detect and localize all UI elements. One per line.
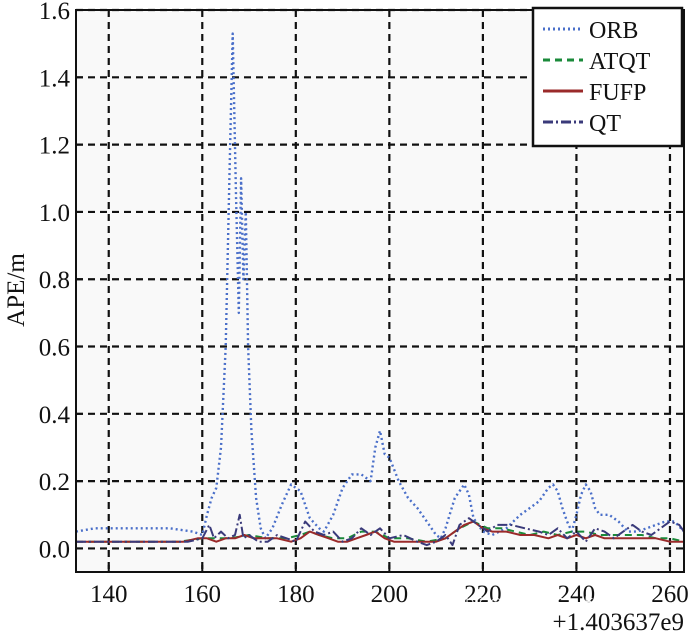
- x-tick-label: 160: [184, 581, 222, 608]
- y-tick-label: 0.2: [39, 469, 70, 496]
- y-tick-label: 1.6: [39, 0, 70, 25]
- plot-frame: [75, 9, 685, 573]
- y-axis-ticks: 0.0 0.2 0.4 0.6 0.8 1.0 1.2 1.4 1.6: [39, 0, 83, 563]
- series-lines: [75, 32, 685, 547]
- x-tick-label: 140: [90, 581, 128, 608]
- x-tick-label: 180: [277, 581, 315, 608]
- legend-label-qt: QT: [589, 111, 621, 137]
- legend: ORB ATQT FUFP QT: [531, 6, 684, 148]
- watermark: 知乎 @一点人工一点智能: [454, 595, 624, 613]
- y-tick-label: 0.0: [39, 536, 70, 563]
- legend-label-atqt: ATQT: [589, 49, 651, 75]
- x-tick-label: 220: [464, 581, 502, 608]
- y-tick-label: 1.0: [39, 200, 70, 227]
- y-tick-label: 1.2: [39, 133, 70, 160]
- legend-label-fufp: FUFP: [589, 80, 646, 106]
- series-line-orb: [75, 32, 685, 540]
- x-tick-label: 200: [371, 581, 409, 608]
- y-tick-label: 0.8: [39, 267, 70, 294]
- y-tick-label: 0.4: [39, 402, 71, 429]
- x-axis-offset-label: +1.403637e9: [553, 609, 684, 632]
- x-tick-label: 240: [558, 581, 596, 608]
- series-line-qt: [76, 513, 685, 547]
- y-tick-label: 1.4: [39, 65, 71, 92]
- x-tick-label: 260: [651, 581, 689, 608]
- y-axis-label: APE/m: [3, 253, 30, 327]
- x-axis-ticks: 140 160 180 200 220 240 260: [90, 565, 689, 608]
- y-tick-label: 0.6: [39, 335, 70, 362]
- legend-label-orb: ORB: [589, 18, 638, 44]
